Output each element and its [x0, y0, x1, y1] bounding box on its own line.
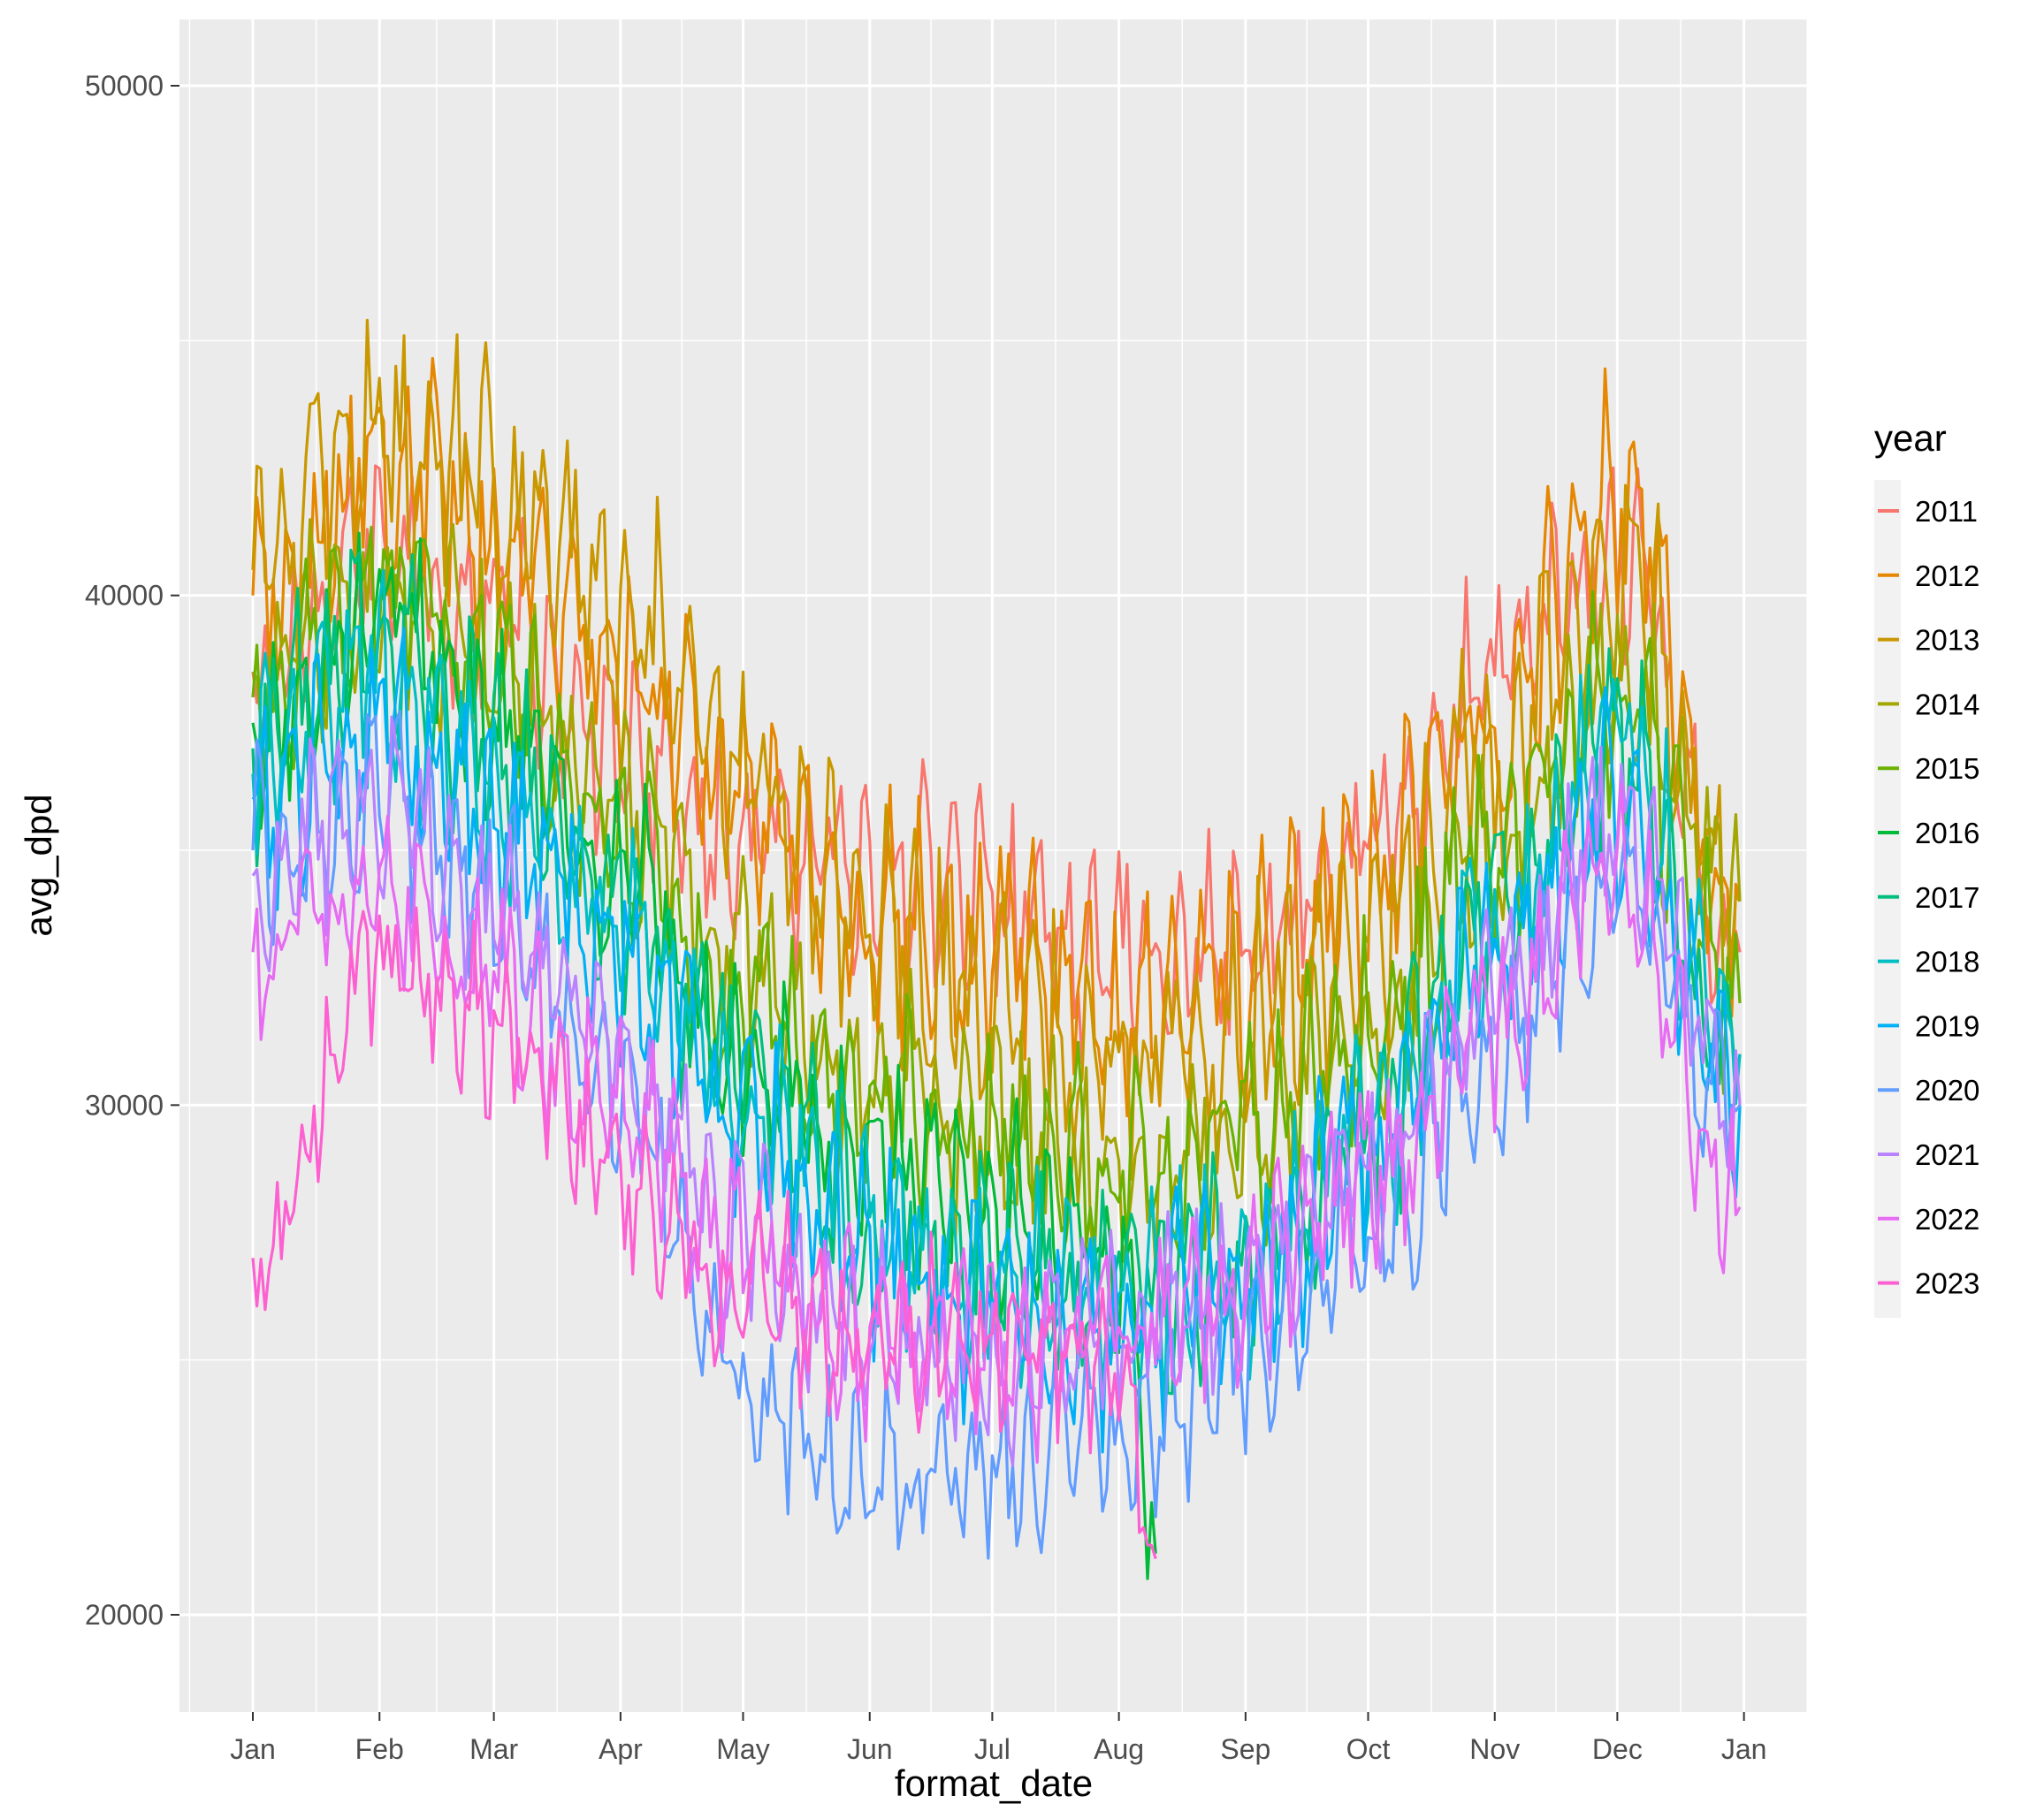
- series-lines: [251, 318, 1742, 1580]
- legend-label: 2015: [1915, 752, 1979, 785]
- legend-key-2014: 2014: [1878, 688, 1979, 720]
- legend-label: 2023: [1915, 1267, 1979, 1300]
- legend-key-2015: 2015: [1878, 752, 1979, 785]
- legend-key-2012: 2012: [1878, 559, 1979, 592]
- legend-key-2019: 2019: [1878, 1009, 1979, 1042]
- legend-label: 2019: [1915, 1009, 1979, 1042]
- series-line-2015: [251, 526, 1742, 1259]
- series-line-2023: [251, 906, 1157, 1560]
- legend-key-2016: 2016: [1878, 817, 1979, 849]
- legend-key-2011: 2011: [1878, 495, 1978, 528]
- x-tick-label: Jan: [1721, 1733, 1767, 1765]
- legend-label: 2017: [1915, 881, 1979, 914]
- series-line-2012: [251, 356, 1742, 1118]
- legend-key-2017: 2017: [1878, 881, 1979, 914]
- legend-items: 2011 2012 2013 2014 2015 2016 2017 2018 2019 2020…: [1878, 495, 1979, 1300]
- x-tick-label: Apr: [599, 1733, 643, 1765]
- x-axis: Jan Feb Mar Apr May Jun Jul Aug Sep Oct Nov Dec Jan: [230, 1712, 1766, 1765]
- legend-background: [1874, 480, 1901, 1318]
- y-tick-label: 50000: [85, 70, 164, 102]
- legend-key-2020: 2020: [1878, 1074, 1979, 1107]
- x-tick-label: May: [716, 1733, 769, 1765]
- legend-label: 2018: [1915, 946, 1979, 978]
- x-tick-label: Sep: [1220, 1733, 1270, 1765]
- x-axis-title: format_date: [895, 1762, 1093, 1804]
- x-tick-label: Aug: [1094, 1733, 1144, 1765]
- legend: year 20112012201320142015201620172018201…: [1874, 417, 1979, 1318]
- legend-key-2021: 2021: [1878, 1138, 1979, 1171]
- legend-label: 2013: [1915, 624, 1979, 657]
- x-tick-label: Oct: [1346, 1733, 1391, 1765]
- x-tick-label: Jun: [847, 1733, 893, 1765]
- y-tick-label: 40000: [85, 580, 164, 612]
- legend-key-2018: 2018: [1878, 946, 1979, 978]
- legend-key-2022: 2022: [1878, 1203, 1979, 1236]
- x-tick-label: Jul: [974, 1733, 1011, 1765]
- legend-key-2013: 2013: [1878, 624, 1979, 657]
- legend-label: 2020: [1915, 1074, 1979, 1107]
- legend-label: 2016: [1915, 817, 1979, 849]
- y-tick-label: 20000: [85, 1599, 164, 1631]
- series-line-2013: [251, 318, 1742, 1181]
- x-tick-label: Mar: [469, 1733, 518, 1765]
- x-tick-label: Dec: [1592, 1733, 1643, 1765]
- legend-label: 2021: [1915, 1138, 1979, 1171]
- y-tick-label: 30000: [85, 1089, 164, 1121]
- legend-label: 2011: [1915, 495, 1978, 528]
- x-tick-label: Nov: [1469, 1733, 1520, 1765]
- x-tick-label: Feb: [355, 1733, 404, 1765]
- y-axis: 20000 30000 40000 50000: [85, 70, 179, 1631]
- x-tick-label: Jan: [230, 1733, 276, 1765]
- legend-title: year: [1874, 417, 1947, 459]
- legend-label: 2022: [1915, 1203, 1979, 1236]
- legend-key-2023: 2023: [1878, 1267, 1979, 1300]
- y-axis-title: avg_dpd: [18, 794, 59, 936]
- legend-label: 2012: [1915, 559, 1979, 592]
- legend-label: 2014: [1915, 688, 1979, 720]
